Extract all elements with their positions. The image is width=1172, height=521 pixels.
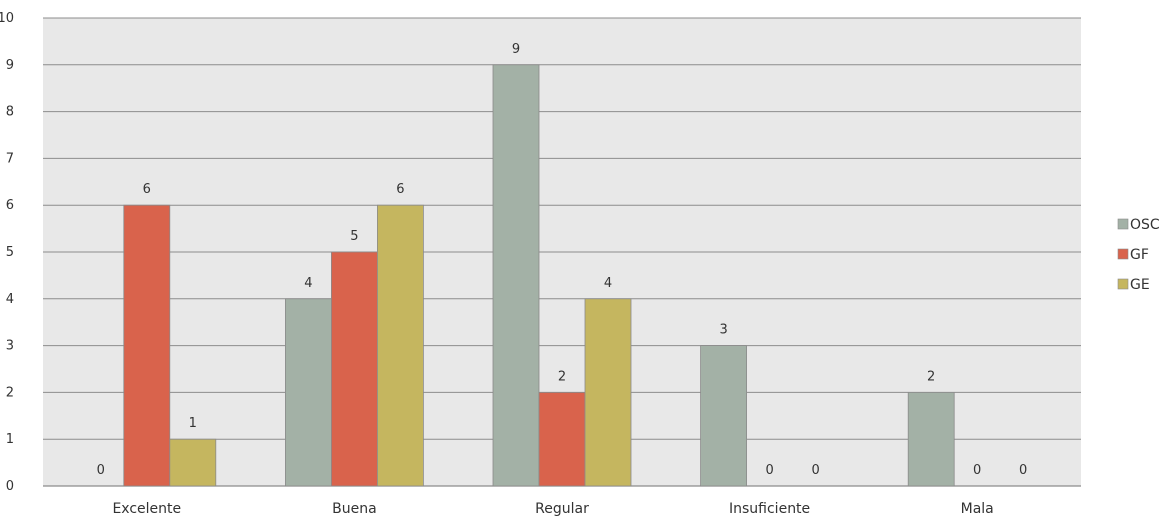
bar-gf-buena — [330, 251, 378, 487]
data-label: 0 — [97, 463, 105, 478]
x-category-label: Insuficiente — [729, 501, 810, 517]
y-axis-ticks: 0 1 2 3 4 5 6 7 8 9 10 — [0, 11, 14, 494]
legend-label-ge: GE — [1130, 277, 1150, 293]
bar-ge-regular — [584, 298, 632, 487]
data-label: 2 — [927, 369, 935, 384]
y-tick-label: 2 — [6, 385, 14, 400]
data-label: 2 — [558, 369, 566, 384]
bar-osc-insuficiente — [700, 345, 747, 487]
x-category-label: Excelente — [112, 501, 181, 517]
data-label: 9 — [512, 42, 520, 57]
data-label: 1 — [189, 416, 197, 431]
legend: OSC GF GE — [1117, 217, 1160, 293]
legend-swatch-osc — [1117, 218, 1129, 230]
y-tick-label: 6 — [6, 198, 14, 213]
data-label: 3 — [719, 323, 727, 338]
data-label: 0 — [811, 463, 819, 478]
x-axis-categories: Excelente Buena Regular Insuficiente Mala — [112, 501, 993, 517]
y-tick-label: 0 — [6, 479, 14, 494]
y-tick-label: 1 — [6, 432, 14, 447]
data-label: 5 — [350, 229, 358, 244]
bar-ge-excelente — [169, 438, 217, 487]
y-tick-label: 3 — [6, 339, 14, 354]
x-category-label: Mala — [961, 501, 994, 517]
legend-swatch-gf — [1117, 248, 1129, 260]
y-tick-label: 8 — [6, 105, 14, 120]
legend-label-osc: OSC — [1130, 217, 1160, 233]
legend-label-gf: GF — [1130, 247, 1149, 263]
bar-osc-mala — [907, 391, 955, 487]
data-label: 0 — [973, 463, 981, 478]
bar-ge-buena — [376, 204, 424, 487]
data-label: 6 — [396, 182, 404, 197]
data-labels: 0 6 1 4 5 6 9 2 4 3 0 0 2 0 0 — [97, 42, 1028, 478]
x-category-label: Buena — [332, 501, 377, 517]
data-label: 0 — [1019, 463, 1027, 478]
bar-gf-regular — [538, 391, 586, 487]
bars — [123, 64, 955, 487]
y-tick-label: 7 — [6, 151, 14, 166]
x-category-label: Regular — [535, 501, 589, 517]
y-tick-label: 4 — [6, 292, 14, 307]
bar-osc-regular — [492, 64, 540, 487]
y-tick-label: 5 — [6, 245, 14, 260]
data-label: 4 — [604, 276, 612, 291]
data-label: 4 — [304, 276, 312, 291]
bar-osc-buena — [284, 298, 332, 487]
bar-gf-excelente — [123, 204, 171, 487]
y-tick-label: 10 — [0, 11, 14, 26]
data-label: 6 — [143, 182, 151, 197]
data-label: 0 — [765, 463, 773, 478]
y-tick-label: 9 — [6, 58, 14, 73]
legend-swatch-ge — [1117, 278, 1129, 290]
